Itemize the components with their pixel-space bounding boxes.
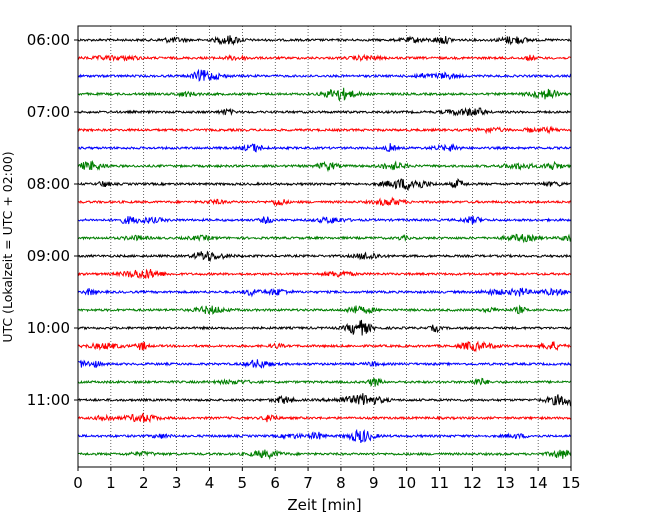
trace-1015 bbox=[77, 340, 572, 353]
x-tick-label: 11 bbox=[430, 474, 449, 492]
y-axis-ticks: 06:00 07:00 08:00 09:00 10:00 11:00 bbox=[27, 31, 78, 409]
x-tick-label: 1 bbox=[106, 474, 116, 492]
y-tick-label: 11:00 bbox=[27, 391, 70, 409]
x-tick-label: 3 bbox=[172, 474, 182, 492]
trace-0815 bbox=[77, 196, 572, 207]
y-tick-label: 10:00 bbox=[27, 319, 70, 337]
x-tick-label: 9 bbox=[369, 474, 379, 492]
x-tick-label: 6 bbox=[270, 474, 280, 492]
x-tick-label: 4 bbox=[205, 474, 215, 492]
trace-0915 bbox=[77, 268, 572, 280]
x-tick-label: 10 bbox=[397, 474, 416, 492]
trace-0945 bbox=[77, 304, 572, 315]
x-axis-label: Zeit [min] bbox=[287, 496, 361, 514]
y-tick-label: 08:00 bbox=[27, 175, 70, 193]
trace-0715 bbox=[77, 125, 572, 135]
trace-0600 bbox=[77, 35, 572, 46]
trace-1045 bbox=[77, 377, 572, 388]
plot-frame bbox=[77, 25, 572, 468]
trace-0830 bbox=[77, 215, 572, 225]
seismic-traces bbox=[77, 35, 572, 461]
trace-0730 bbox=[77, 142, 572, 153]
trace-1030 bbox=[77, 359, 572, 369]
y-tick-label: 09:00 bbox=[27, 247, 70, 265]
trace-0615 bbox=[77, 53, 572, 62]
x-tick-label: 2 bbox=[139, 474, 149, 492]
trace-1130 bbox=[77, 428, 572, 444]
x-tick-label: 15 bbox=[561, 474, 580, 492]
x-tick-label: 14 bbox=[529, 474, 548, 492]
trace-0800 bbox=[77, 177, 572, 191]
trace-0900 bbox=[77, 250, 572, 263]
x-tick-label: 12 bbox=[463, 474, 482, 492]
trace-1000 bbox=[77, 319, 572, 336]
trace-0645 bbox=[77, 87, 572, 102]
trace-1145 bbox=[77, 449, 572, 461]
trace-0845 bbox=[77, 233, 572, 244]
x-tick-label: 5 bbox=[238, 474, 248, 492]
x-tick-label: 7 bbox=[303, 474, 313, 492]
y-tick-label: 06:00 bbox=[27, 31, 70, 49]
x-tick-label: 0 bbox=[73, 474, 83, 492]
trace-1115 bbox=[77, 412, 572, 424]
trace-0930 bbox=[77, 287, 572, 298]
trace-0700 bbox=[77, 106, 572, 117]
x-tick-label: 13 bbox=[496, 474, 515, 492]
y-axis-label: UTC (Lokalzeit = UTC + 02:00) bbox=[0, 151, 15, 342]
x-axis-ticks: 0 1 2 3 4 5 6 7 8 9 10 11 12 13 14 15 bbox=[73, 467, 581, 492]
x-tick-label: 8 bbox=[336, 474, 346, 492]
trace-0630 bbox=[77, 68, 572, 82]
trace-0745 bbox=[77, 159, 572, 173]
y-tick-label: 07:00 bbox=[27, 103, 70, 121]
trace-1100 bbox=[77, 393, 572, 407]
